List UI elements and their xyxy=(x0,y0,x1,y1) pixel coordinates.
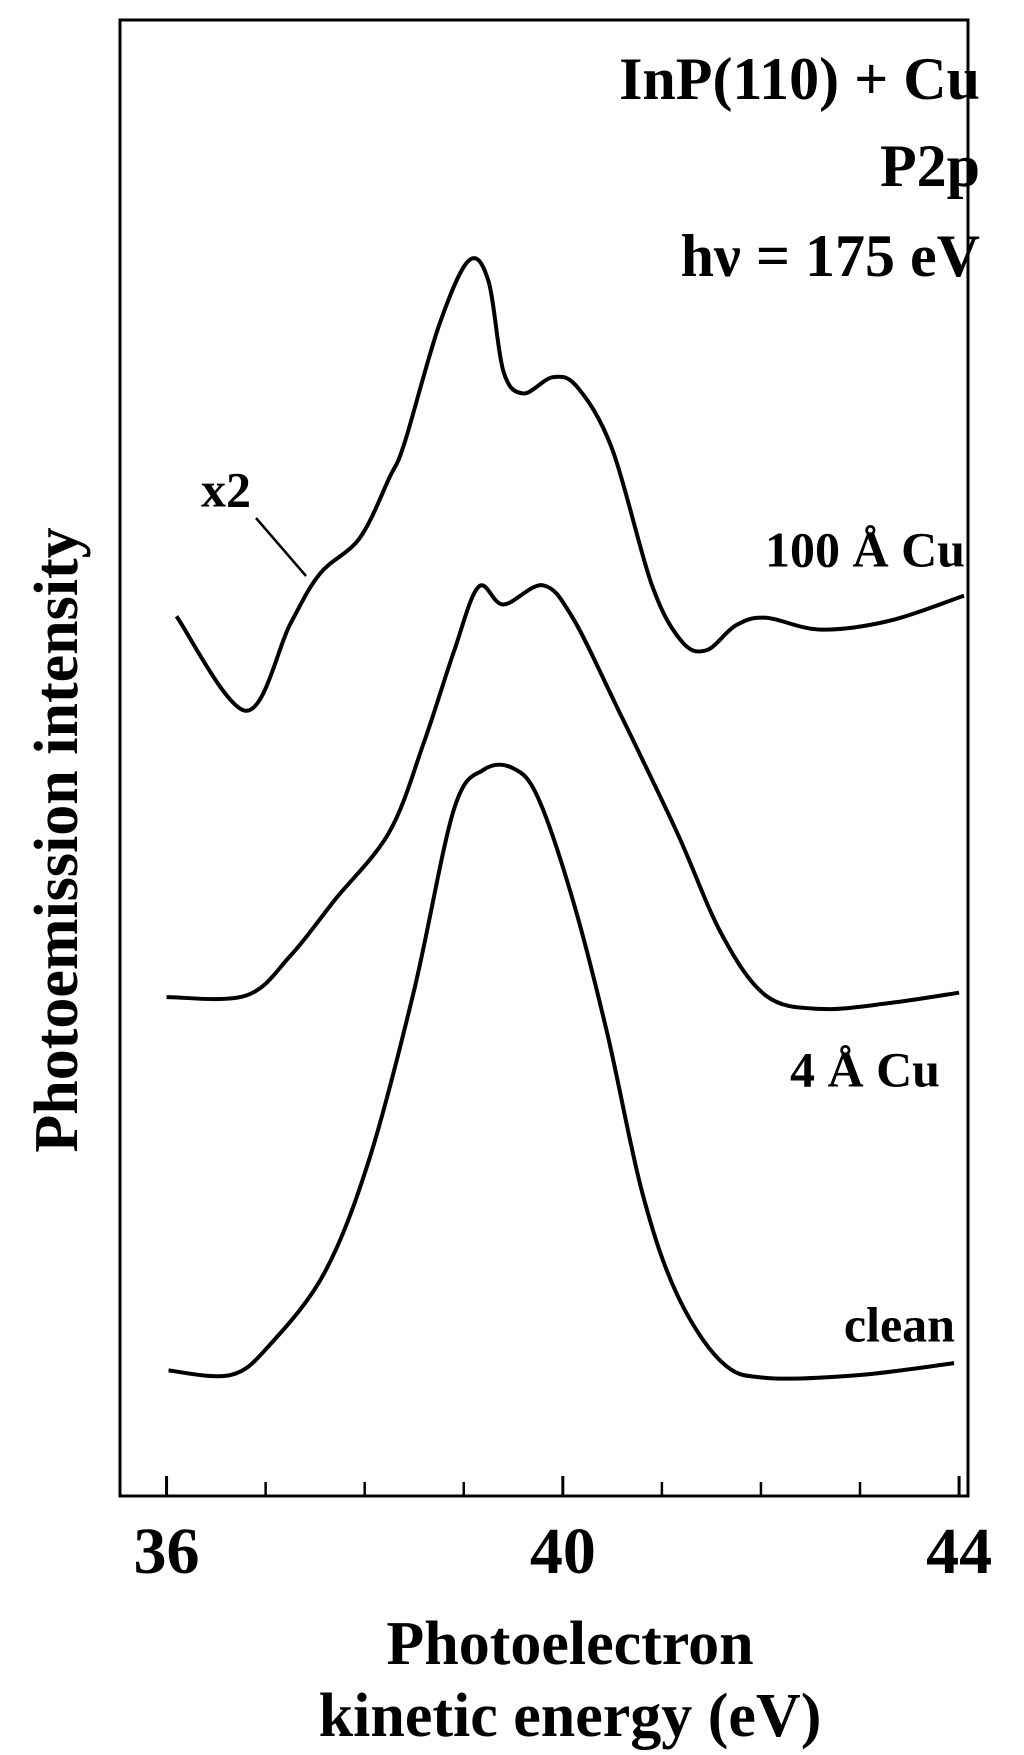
spectrum-line xyxy=(174,256,965,713)
x-tick-label: 44 xyxy=(926,1515,992,1588)
chart-title: hν = 175 eV xyxy=(681,223,980,289)
chart-title: InP(110) + Cu xyxy=(619,46,980,112)
x-axis-label: Photoelectron xyxy=(386,1610,753,1678)
spectrum-line xyxy=(168,762,955,1381)
series-label: 100 Å Cu xyxy=(765,521,965,577)
x-tick-label: 36 xyxy=(134,1515,200,1588)
annotation-leader xyxy=(255,517,307,577)
x-tick-label: 40 xyxy=(530,1515,596,1588)
series-label: clean xyxy=(844,1296,955,1352)
plot-frame xyxy=(118,18,970,1498)
annotation: x2 xyxy=(201,461,251,517)
x-axis-label: kinetic energy (eV) xyxy=(319,1682,822,1750)
chart-title: P2p xyxy=(880,133,980,199)
y-axis-label: Photoemission intensity xyxy=(23,527,91,1152)
series-label: 4 Å Cu xyxy=(790,1041,940,1097)
spectrum-line xyxy=(166,583,960,1012)
